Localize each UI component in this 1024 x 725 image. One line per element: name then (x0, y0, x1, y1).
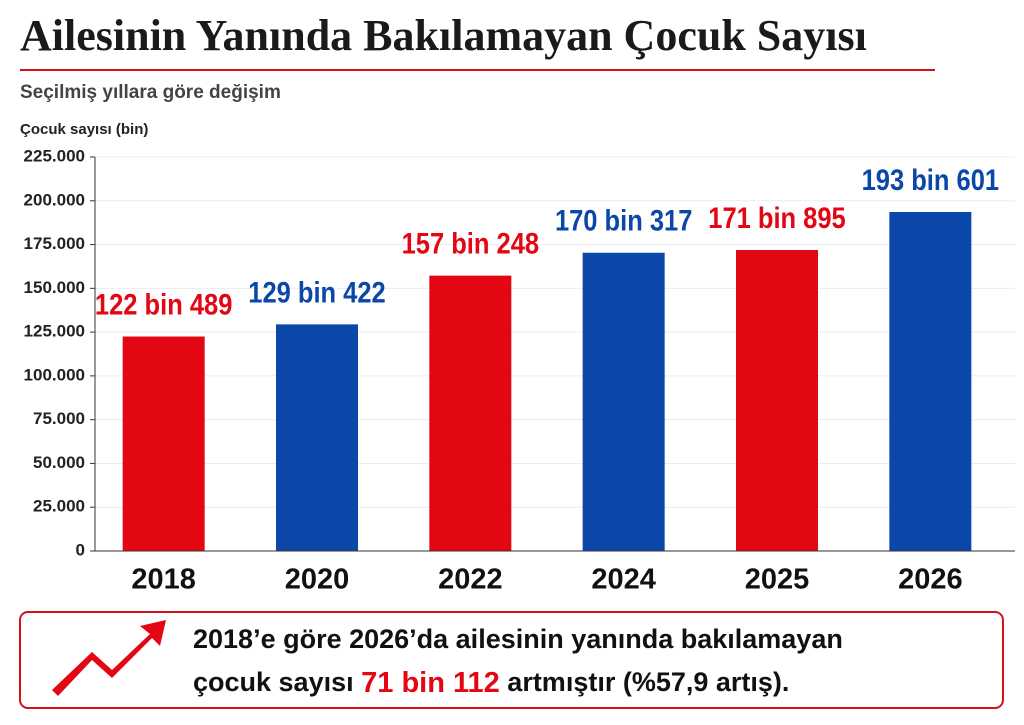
value-label: 170 bin 317 (555, 204, 692, 237)
bar (122, 336, 205, 551)
y-tick-label: 100.000 (24, 365, 85, 384)
y-tick-label: 225.000 (24, 146, 85, 165)
x-tick-label: 2025 (745, 564, 810, 596)
y-axis-label: Çocuk sayısı (bin) (20, 121, 148, 138)
summary-text: çocuk sayısı (193, 667, 354, 697)
bar (276, 324, 358, 551)
x-tick-label: 2024 (591, 564, 656, 596)
x-tick-label: 2020 (285, 564, 350, 596)
y-tick-label: 150.000 (24, 278, 85, 297)
value-label: 122 bin 489 (95, 287, 232, 320)
summary-line-2: çocuk sayısı 71 bin 112 artmıştır (%57,9… (193, 667, 789, 699)
x-tick-label: 2026 (898, 564, 963, 596)
bar (889, 211, 972, 551)
summary-box (19, 611, 1004, 709)
y-tick-label: 0 (76, 540, 85, 559)
subtitle: Seçilmiş yıllara göre değişim (20, 82, 281, 103)
bar (429, 275, 512, 551)
summary-text: artmıştır (%57,9 artış). (507, 667, 789, 697)
y-tick-label: 200.000 (24, 190, 85, 209)
value-label: 157 bin 248 (402, 227, 539, 260)
bar (582, 252, 665, 551)
trend-arrow-icon (52, 620, 166, 696)
value-label: 129 bin 422 (248, 275, 385, 308)
y-tick-label: 50.000 (33, 453, 85, 472)
y-tick-label: 75.000 (33, 409, 85, 428)
bar (736, 249, 818, 552)
y-tick-label: 125.000 (24, 322, 85, 341)
y-tick-label: 175.000 (24, 234, 85, 253)
y-tick-label: 25.000 (33, 497, 85, 516)
x-tick-label: 2022 (438, 564, 503, 596)
chart-title: Ailesinin Yanında Bakılamayan Çocuk Sayı… (20, 11, 867, 60)
summary-line-1: 2018’e göre 2026’da ailesinin yanında ba… (193, 624, 843, 654)
value-label: 171 bin 895 (708, 201, 845, 234)
summary-highlight: 71 bin 112 (361, 667, 500, 699)
x-tick-label: 2018 (131, 564, 196, 596)
value-label: 193 bin 601 (862, 163, 999, 196)
